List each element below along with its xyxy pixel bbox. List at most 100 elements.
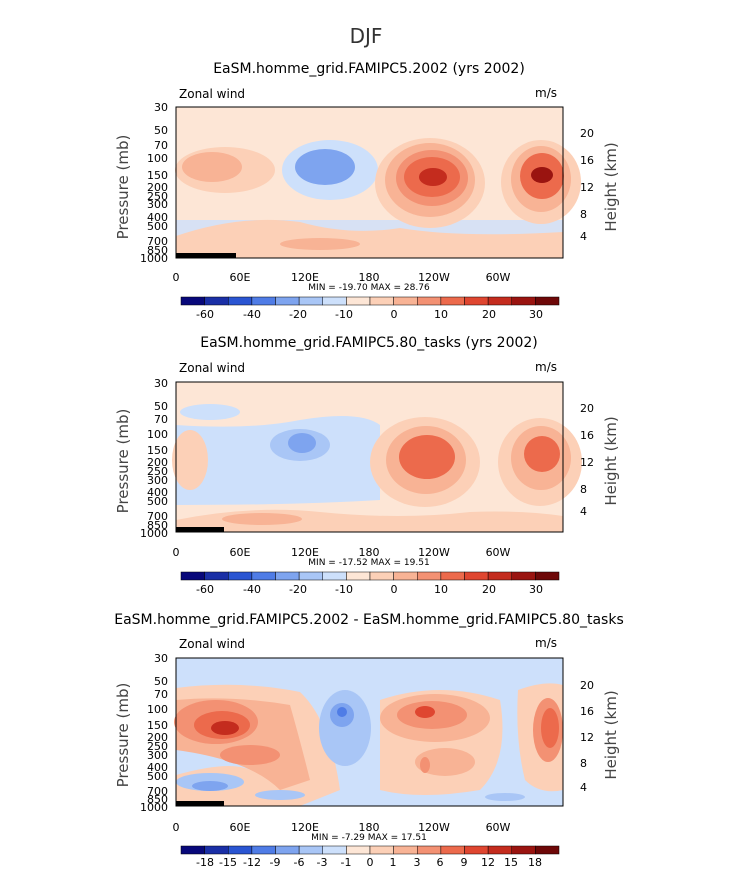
- pressure-tick-label: 300: [147, 198, 168, 211]
- colorbar-swatch: [322, 571, 347, 581]
- pressure-tick-label: 150: [147, 444, 168, 457]
- colorbar-swatch: [322, 296, 347, 306]
- panel-3-x-axis: 0 60E 120E 180 120W 60W: [173, 821, 511, 834]
- pressure-tick-label: 1000: [140, 801, 168, 814]
- colorbar-tick-label: -15: [219, 856, 237, 869]
- colorbar-swatch: [417, 845, 442, 855]
- height-tick-label: 4: [580, 505, 587, 518]
- panel-2-units: m/s: [535, 360, 557, 374]
- x-tick-label: 120W: [418, 271, 450, 284]
- pressure-tick-label: 70: [154, 139, 168, 152]
- colorbar-tick-label: -12: [243, 856, 261, 869]
- panel-3-stats: MIN = -7.29 MAX = 17.51: [311, 833, 427, 843]
- colorbar-swatch: [204, 571, 229, 581]
- colorbar-swatch: [464, 296, 489, 306]
- panel-2-variable: Zonal wind: [179, 361, 245, 375]
- x-tick-label: 120E: [291, 821, 319, 834]
- pressure-tick-label: 700: [147, 785, 168, 798]
- colorbar-tick-label: -3: [317, 856, 328, 869]
- pressure-tick-label: 400: [147, 211, 168, 224]
- pressure-tick-label: 50: [154, 675, 168, 688]
- pressure-tick-label: 200: [147, 456, 168, 469]
- colorbar-swatch: [487, 571, 513, 581]
- pressure-tick-label: 850: [147, 793, 168, 806]
- colorbar-swatch: [228, 571, 253, 581]
- height-tick-label: 12: [580, 731, 594, 744]
- pressure-tick-label: 850: [147, 244, 168, 257]
- pressure-tick-label: 100: [147, 152, 168, 165]
- x-tick-label: 120E: [291, 271, 319, 284]
- figure-title: DJF: [350, 24, 383, 48]
- colorbar-tick-label: -20: [289, 308, 307, 321]
- pressure-tick-label: 150: [147, 719, 168, 732]
- panel-1-units: m/s: [535, 86, 557, 100]
- colorbar-tick-label: 10: [434, 308, 448, 321]
- colorbar-tick-label: 0: [391, 308, 398, 321]
- panel-2-title: EaSM.homme_grid.FAMIPC5.80_tasks (yrs 20…: [200, 335, 538, 351]
- panel-3-title: EaSM.homme_grid.FAMIPC5.2002 - EaSM.homm…: [114, 612, 624, 628]
- colorbar-swatch: [369, 845, 394, 855]
- colorbar-tick-label: 1: [390, 856, 397, 869]
- panel-3-ylabel: Pressure (mb): [114, 683, 132, 788]
- colorbar-swatch: [535, 296, 560, 306]
- panel-1: EaSM.homme_grid.FAMIPC5.2002 (yrs 2002) …: [114, 61, 620, 321]
- colorbar-swatch: [464, 845, 489, 855]
- height-tick-label: 8: [580, 757, 587, 770]
- colorbar-swatch: [251, 296, 276, 306]
- colorbar-tick-label: -18: [196, 856, 214, 869]
- colorbar-swatch: [298, 296, 324, 306]
- colorbar-swatch: [275, 571, 300, 581]
- colorbar-swatch: [322, 845, 347, 855]
- panel-3: EaSM.homme_grid.FAMIPC5.2002 - EaSM.homm…: [114, 612, 624, 869]
- colorbar-swatch: [417, 296, 442, 306]
- height-tick-label: 12: [580, 181, 594, 194]
- pressure-tick-label: 100: [147, 703, 168, 716]
- colorbar-swatch: [346, 845, 371, 855]
- panel-1-title: EaSM.homme_grid.FAMIPC5.2002 (yrs 2002): [213, 61, 525, 77]
- colorbar-tick-label: -1: [341, 856, 352, 869]
- colorbar-tick-label: 30: [529, 308, 543, 321]
- pressure-tick-label: 500: [147, 220, 168, 233]
- x-tick-label: 60W: [486, 821, 511, 834]
- panel-3-units: m/s: [535, 636, 557, 650]
- colorbar-swatch: [251, 845, 276, 855]
- pressure-tick-label: 200: [147, 181, 168, 194]
- panel-3-y2-axis: 20 16 12 8 4 Height (km): [580, 679, 620, 794]
- height-tick-label: 12: [580, 456, 594, 469]
- height-tick-label: 20: [580, 127, 594, 140]
- colorbar-swatch: [511, 571, 536, 581]
- panel-3-colorbar: -18 -15 -12 -9 -6 -3 -1 0 1 3 6 9 12 15 …: [180, 845, 560, 869]
- colorbar-swatch: [511, 845, 536, 855]
- pressure-tick-label: 300: [147, 749, 168, 762]
- colorbar-swatch: [204, 845, 229, 855]
- colorbar-tick-label: -6: [294, 856, 305, 869]
- colorbar-swatch: [417, 571, 442, 581]
- height-tick-label: 16: [580, 429, 594, 442]
- pressure-tick-label: 400: [147, 761, 168, 774]
- colorbar-tick-label: 3: [414, 856, 421, 869]
- colorbar-swatch: [393, 571, 418, 581]
- colorbar-swatch: [298, 571, 324, 581]
- colorbar-tick-label: -60: [196, 308, 214, 321]
- height-tick-label: 8: [580, 208, 587, 221]
- panel-1-ylabel: Pressure (mb): [114, 135, 132, 240]
- colorbar-tick-label: -10: [335, 583, 353, 596]
- pressure-tick-label: 250: [147, 190, 168, 203]
- height-tick-label: 16: [580, 154, 594, 167]
- pressure-tick-label: 300: [147, 474, 168, 487]
- colorbar-swatch: [440, 296, 465, 306]
- colorbar-tick-label: -9: [270, 856, 281, 869]
- x-tick-label: 120W: [418, 821, 450, 834]
- panel-2-y2-axis: 20 16 12 8 4 Height (km): [580, 402, 620, 518]
- height-tick-label: 16: [580, 705, 594, 718]
- height-tick-label: 8: [580, 483, 587, 496]
- panel-3-variable: Zonal wind: [179, 637, 245, 651]
- panel-1-variable: Zonal wind: [179, 87, 245, 101]
- panel-2-ylabel: Pressure (mb): [114, 409, 132, 514]
- pressure-tick-label: 30: [154, 652, 168, 665]
- x-tick-label: 180: [359, 271, 380, 284]
- panel-2-colorbar: -60 -40 -20 -10 0 10 20 30: [180, 571, 560, 596]
- colorbar-tick-label: -40: [243, 308, 261, 321]
- pressure-tick-label: 850: [147, 519, 168, 532]
